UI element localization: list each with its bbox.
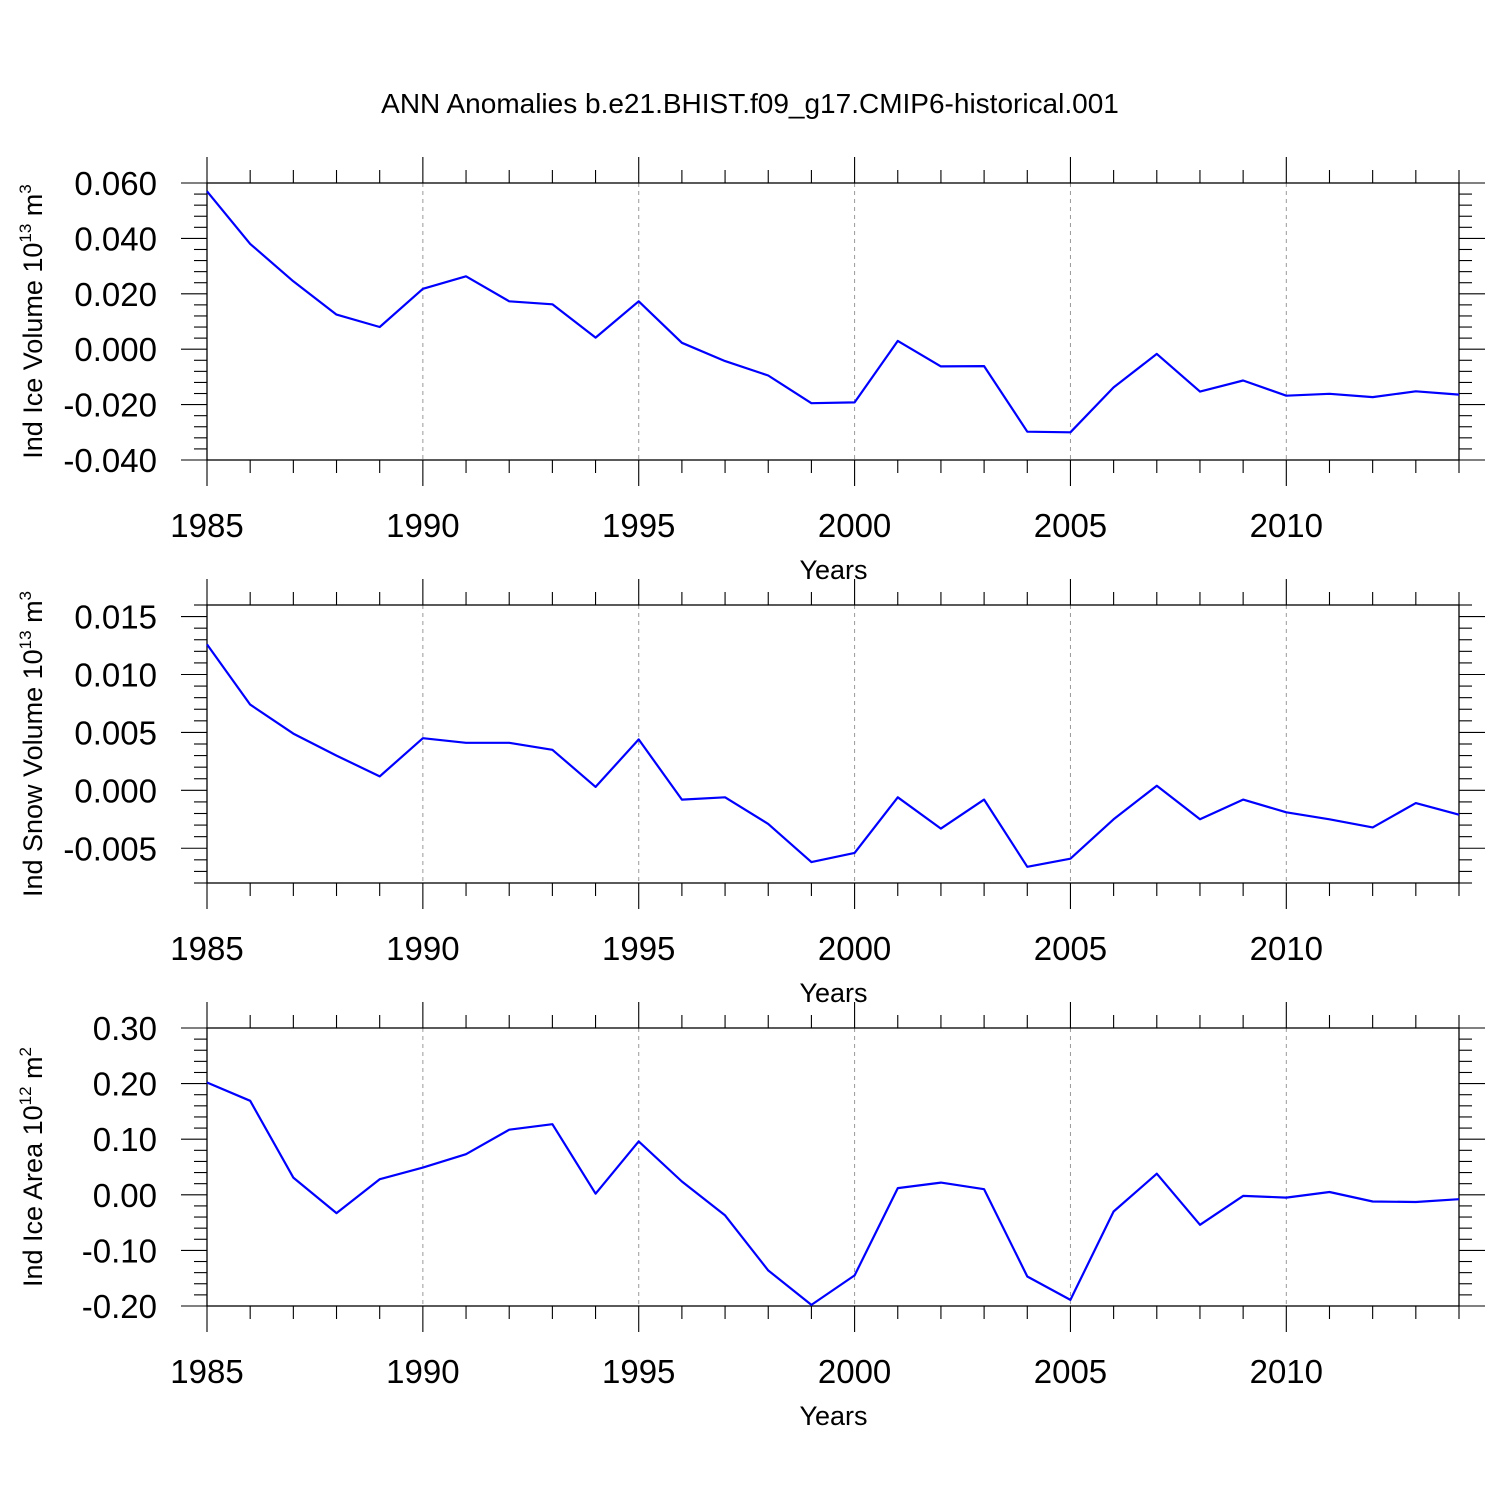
x-tick-label: 2010: [1250, 930, 1323, 967]
y-tick-label: 0.000: [74, 331, 157, 368]
y-tick-label: -0.10: [82, 1232, 157, 1269]
plot-frame: [206, 1027, 1460, 1307]
x-tick-label: 1995: [602, 1353, 675, 1390]
y-axis-label: Ind Ice Volume 1013 m3: [16, 184, 48, 459]
y-tick-label: 0.10: [93, 1121, 157, 1158]
y-tick-label: 0.020: [74, 276, 157, 313]
y-axis-label-part: Ind Ice Volume 10: [18, 243, 48, 459]
y-axis-label-part: m: [18, 1056, 48, 1086]
y-tick-label: 0.060: [74, 165, 157, 202]
x-tick-label: 1990: [386, 1353, 459, 1390]
x-tick-label: 2000: [818, 507, 891, 544]
x-tick-label: 1985: [170, 507, 243, 544]
y-tick-label: 0.20: [93, 1066, 157, 1103]
y-tick-label: 0.010: [74, 657, 157, 694]
y-tick-label: 0.00: [93, 1177, 157, 1214]
x-tick-label: 2010: [1250, 507, 1323, 544]
y-tick-label: -0.020: [63, 387, 157, 424]
x-tick-label: 1990: [386, 507, 459, 544]
y-tick-label: 0.005: [74, 714, 157, 751]
series-line: [206, 190, 1460, 434]
y-axis-label-superscript: 3: [16, 184, 35, 193]
figure-title: ANN Anomalies b.e21.BHIST.f09_g17.CMIP6-…: [381, 88, 1119, 119]
y-axis-label: Ind Snow Volume 1013 m3: [16, 591, 48, 897]
y-axis-label-part: m: [18, 600, 48, 630]
x-tick-label: 1995: [602, 507, 675, 544]
y-axis-label-part: Ind Snow Volume 10: [18, 649, 48, 897]
x-axis-label: Years: [799, 978, 867, 1008]
x-axis-label: Years: [799, 1401, 867, 1431]
y-tick-label: 0.000: [74, 772, 157, 809]
x-tick-label: 1990: [386, 930, 459, 967]
x-tick-label: 2005: [1034, 930, 1107, 967]
y-tick-label: 0.30: [93, 1010, 157, 1047]
x-tick-label: 1995: [602, 930, 675, 967]
plot-frame: [206, 182, 1460, 461]
x-tick-label: 2010: [1250, 1353, 1323, 1390]
series-line: [206, 643, 1460, 868]
x-tick-label: 1985: [170, 930, 243, 967]
y-axis-label-superscript: 13: [16, 630, 35, 649]
y-axis-label-superscript: 3: [16, 591, 35, 600]
y-axis-label-superscript: 2: [16, 1047, 35, 1056]
series-line: [206, 1081, 1460, 1307]
plot-frame: [206, 604, 1460, 884]
y-axis-label-part: Ind Ice Area 10: [18, 1105, 48, 1287]
y-tick-label: 0.015: [74, 599, 157, 636]
ice-volume-panel: 1985 1990 1995 2000 2005 2010 Years 0.060 0.040 0…: [16, 157, 1485, 585]
ice-area-panel: 1985 1990 1995 2000 2005 2010 Years 0.30 0.20 0.1…: [16, 1002, 1485, 1431]
y-axis-label-superscript: 13: [16, 224, 35, 243]
y-tick-label: -0.20: [82, 1288, 157, 1325]
x-tick-label: 2005: [1034, 1353, 1107, 1390]
x-axis-label: Years: [799, 555, 867, 585]
y-axis-label-part: m: [18, 194, 48, 224]
y-tick-label: -0.005: [63, 830, 157, 867]
y-tick-label: -0.040: [63, 442, 157, 479]
y-axis-label: Ind Ice Area 1012 m2: [16, 1047, 48, 1287]
x-tick-label: 2005: [1034, 507, 1107, 544]
x-tick-label: 2000: [818, 930, 891, 967]
y-axis-label-superscript: 12: [16, 1086, 35, 1105]
y-tick-label: 0.040: [74, 220, 157, 257]
x-tick-label: 1985: [170, 1353, 243, 1390]
x-tick-label: 2000: [818, 1353, 891, 1390]
snow-volume-panel: 1985 1990 1995 2000 2005 2010 Years 0.015 0.010 0…: [16, 579, 1485, 1008]
